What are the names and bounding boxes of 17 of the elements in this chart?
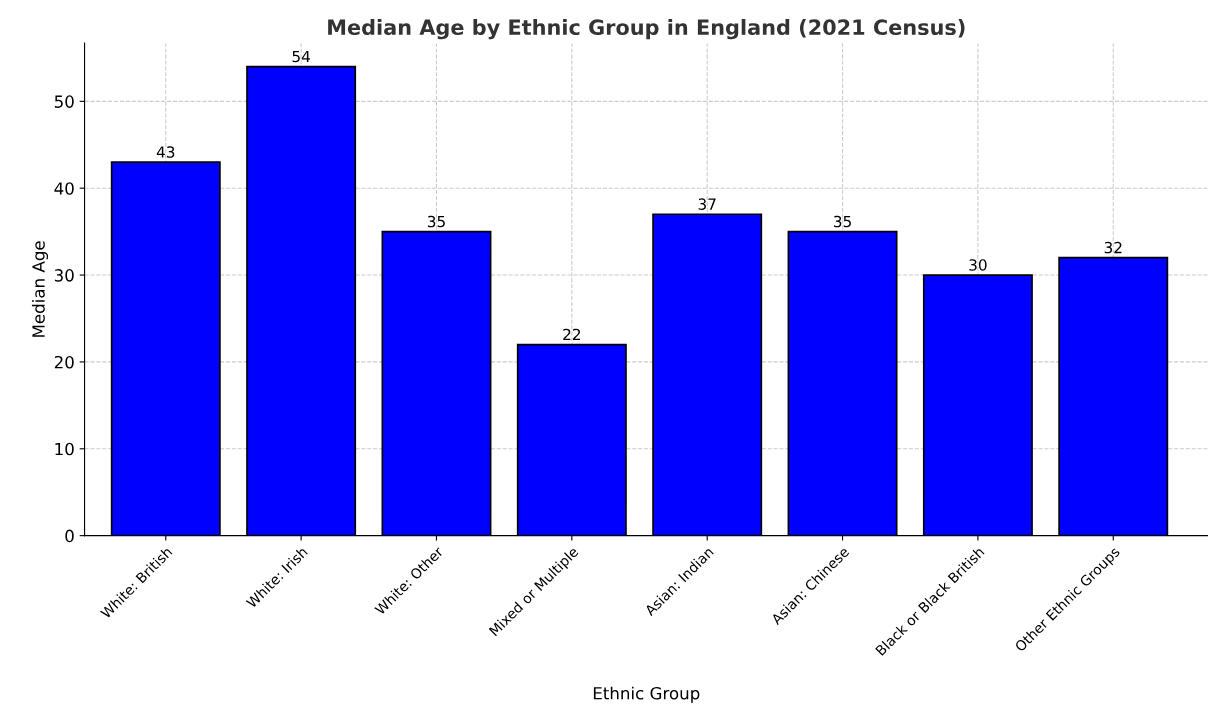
y-tick-label: 0 <box>65 529 74 543</box>
data-label: 37 <box>698 198 716 210</box>
data-label: 43 <box>156 146 175 158</box>
data-label: 54 <box>292 50 310 63</box>
data-label: 32 <box>1104 241 1122 254</box>
chart-title: Median Age by Ethnic Group in England (2021 Census) <box>328 18 965 40</box>
data-label: 35 <box>427 215 445 228</box>
data-label: 22 <box>563 328 581 340</box>
y-axis-title: Median Age <box>31 241 49 337</box>
y-tick-label: 20 <box>54 355 74 369</box>
y-tick-label: 10 <box>55 442 74 456</box>
y-tick-label: 40 <box>54 182 74 195</box>
y-tick-label: 50 <box>54 95 74 108</box>
data-label: 35 <box>833 215 851 228</box>
y-tick-label: 30 <box>54 269 74 282</box>
x-axis-title: Ethnic Group <box>593 686 700 703</box>
data-label: 30 <box>969 259 987 271</box>
